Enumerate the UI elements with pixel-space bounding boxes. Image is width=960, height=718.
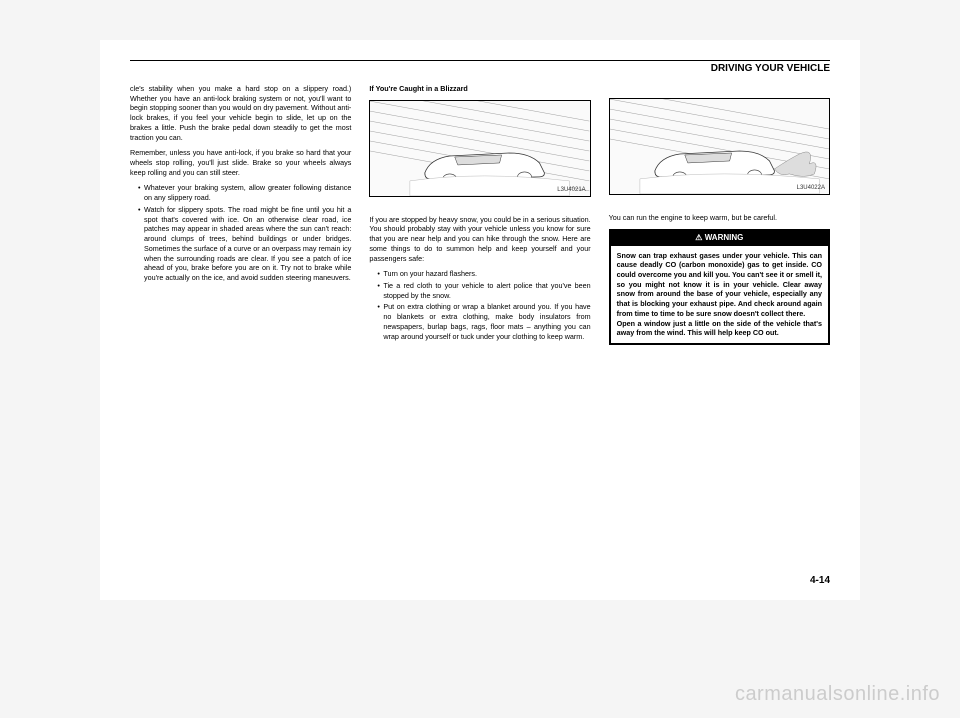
blizzard-illustration-1 — [370, 101, 589, 196]
figure-blizzard-1: L3U4021A — [369, 100, 590, 197]
col2-para-1: If you are stopped by heavy snow, you co… — [369, 215, 590, 264]
warning-text-1: Snow can trap exhaust gases under your v… — [617, 251, 822, 318]
warning-box: ⚠ WARNING Snow can trap exhaust gases un… — [609, 229, 830, 345]
content-columns: cle's stability when you make a hard sto… — [130, 84, 830, 347]
col1-para-1: cle's stability when you make a hard sto… — [130, 84, 351, 142]
col2-bullet-3: Put on extra clothing or wrap a blanket … — [377, 302, 590, 341]
figure-1-label: L3U4021A — [557, 186, 585, 194]
page-number: 4-14 — [810, 575, 830, 586]
column-3: L3U4022A You can run the engine to keep … — [609, 84, 830, 347]
warning-icon: ⚠ — [695, 233, 702, 242]
col2-bullet-2: Tie a red cloth to your vehicle to alert… — [377, 281, 590, 300]
car-exhaust-icon — [640, 151, 819, 194]
warning-header: ⚠ WARNING — [611, 231, 828, 246]
car-icon — [410, 153, 570, 196]
col1-bullet-2: Watch for slippery spots. The road might… — [138, 205, 351, 283]
col2-bullet-1: Turn on your hazard flashers. — [377, 269, 590, 279]
column-1: cle's stability when you make a hard sto… — [130, 84, 351, 347]
manual-page: DRIVING YOUR VEHICLE cle's stability whe… — [100, 40, 860, 600]
warning-text-2: Open a window just a little on the side … — [617, 319, 822, 338]
warning-body: Snow can trap exhaust gases under your v… — [611, 246, 828, 343]
section-header: DRIVING YOUR VEHICLE — [130, 63, 830, 74]
header-rule — [130, 60, 830, 61]
watermark: carmanualsonline.info — [735, 683, 940, 706]
col1-bullet-1: Whatever your braking system, allow grea… — [138, 183, 351, 202]
warning-title: WARNING — [705, 233, 744, 242]
figure-blizzard-2: L3U4022A — [609, 98, 830, 195]
blizzard-illustration-2 — [610, 99, 829, 194]
figure-2-label: L3U4022A — [797, 184, 825, 192]
col1-bullets: Whatever your braking system, allow grea… — [130, 183, 351, 282]
column-2: If You're Caught in a Blizzard — [369, 84, 590, 347]
col2-bullets: Turn on your hazard flashers. Tie a red … — [369, 269, 590, 341]
col1-para-2: Remember, unless you have anti-lock, if … — [130, 148, 351, 177]
col2-subhead: If You're Caught in a Blizzard — [369, 84, 590, 94]
col3-para-1: You can run the engine to keep warm, but… — [609, 213, 830, 223]
